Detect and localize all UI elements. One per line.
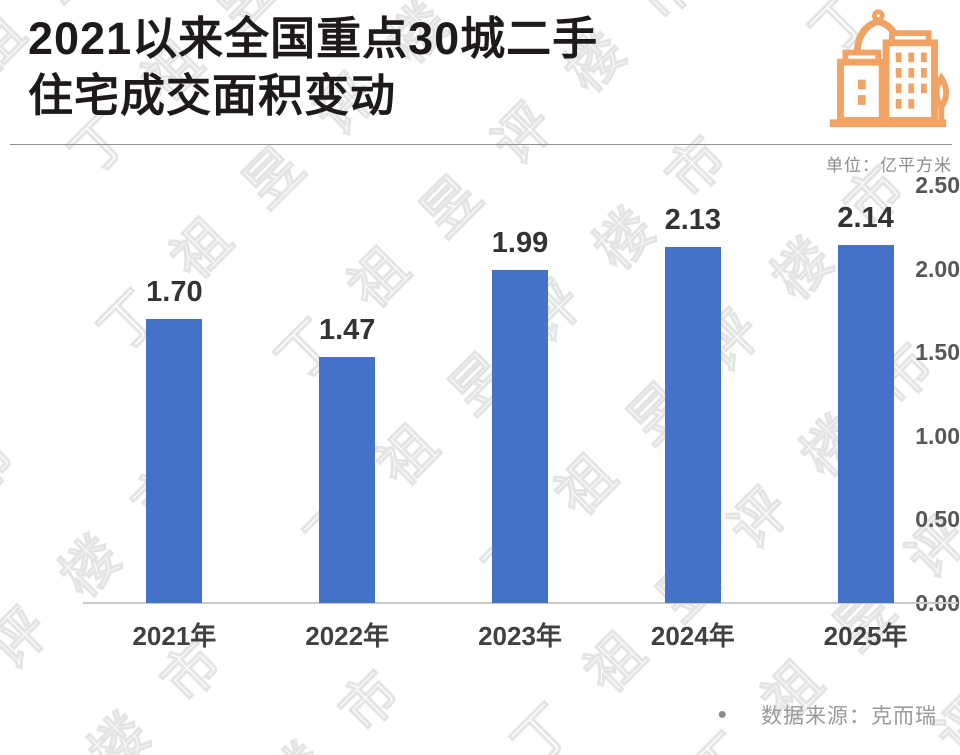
header: 2021以来全国重点30城二手 住宅成交面积变动 [28, 10, 598, 124]
bar-column: 1.47 [261, 180, 434, 603]
x-axis-labels: 2021年 2022年 2023年 2024年 2025年 [88, 616, 952, 653]
x-axis-category-label: 2025年 [823, 621, 908, 651]
bars-row: 1.70 1.47 1.99 2.13 2.14 [88, 180, 952, 603]
header-divider [10, 144, 952, 145]
bar-column: 1.70 [88, 180, 261, 603]
bar [319, 357, 376, 603]
y-axis-tick-label: 2.00 [915, 255, 960, 282]
unit-label: 单位：亿平方米 [826, 156, 952, 175]
page-title-line2: 住宅成交面积变动 [28, 70, 397, 121]
bar-value-label: 1.70 [146, 276, 203, 308]
bar-value-label: 2.13 [664, 204, 722, 236]
bar-value-label: 1.99 [491, 227, 549, 259]
circle-bullet-icon: ● [717, 706, 727, 723]
data-source-label: 数据来源：克而瑞 [761, 705, 937, 728]
bar [491, 270, 548, 603]
x-axis-category-label: 2024年 [650, 621, 735, 651]
bar-value-label: 2.14 [837, 202, 894, 234]
bar [664, 247, 721, 603]
y-axis-tick-label: 1.00 [915, 422, 960, 449]
page-title-line1: 2021以来全国重点30城二手 [28, 13, 599, 64]
y-axis-tick-label: 1.50 [915, 339, 960, 366]
city-buildings-icon [822, 6, 954, 137]
y-axis-tick-label: 0.50 [915, 506, 960, 533]
bar [146, 319, 203, 603]
y-axis-tick-label: 2.50 [915, 172, 960, 198]
bar-column: 2.14 [779, 180, 952, 603]
footer: ● 数据来源：克而瑞 [717, 700, 937, 730]
x-axis-category-label: 2023年 [478, 621, 562, 651]
bar-column: 1.99 [434, 180, 607, 603]
x-axis-line [83, 602, 958, 604]
bar [837, 245, 894, 603]
bar-column: 2.13 [606, 180, 779, 603]
bar-value-label: 1.47 [318, 314, 376, 346]
x-axis-category-label: 2022年 [305, 621, 390, 651]
x-axis-category-label: 2021年 [132, 621, 217, 651]
